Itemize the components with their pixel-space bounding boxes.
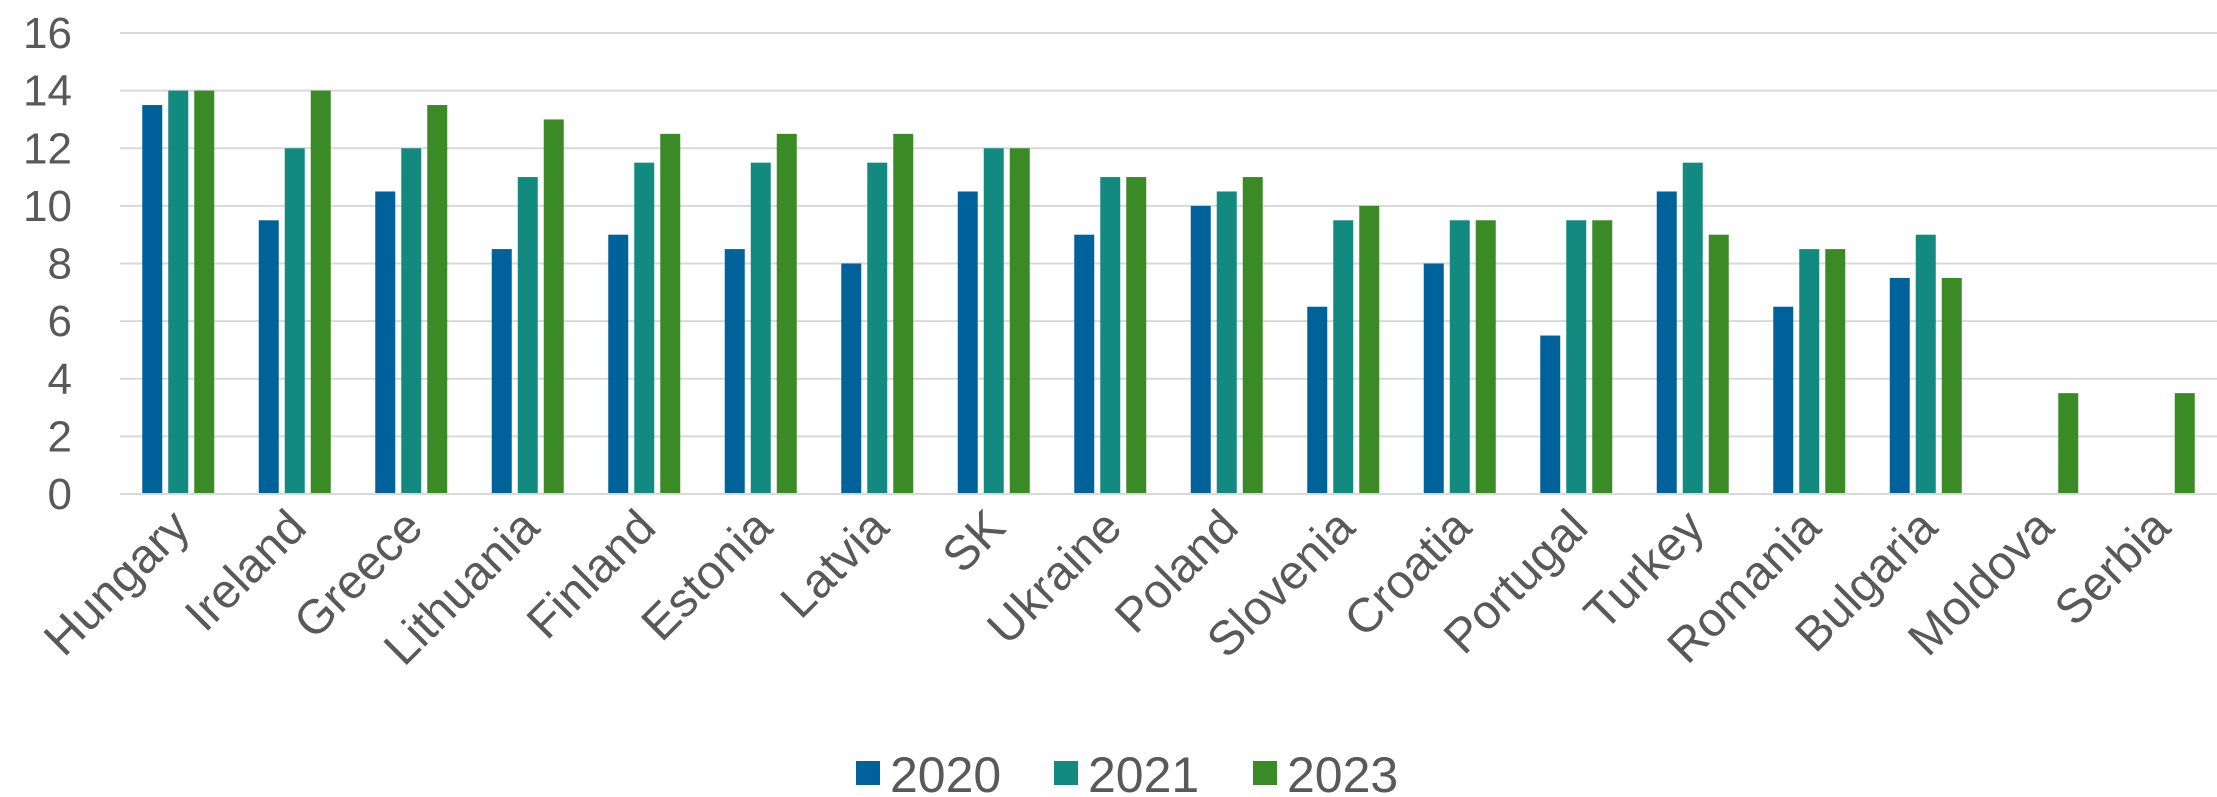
bar-2020 [375, 191, 396, 494]
bar-2023 [2174, 393, 2195, 494]
bar-2021 [284, 148, 305, 494]
bar-2020 [1423, 263, 1444, 494]
bar-2021 [168, 90, 189, 494]
y-tick-label: 4 [48, 355, 72, 404]
bar-2021 [1333, 220, 1354, 494]
x-category-label: SK [933, 500, 1016, 583]
bar-2023 [1242, 177, 1263, 494]
bar-2023 [1592, 220, 1613, 494]
bar-2023 [660, 133, 681, 494]
bar-2020 [142, 105, 163, 494]
legend-label: 2021 [1088, 747, 1199, 797]
bar-2021 [1100, 177, 1121, 494]
y-tick-label: 2 [48, 412, 72, 461]
bar-2021 [634, 162, 655, 494]
bar-2020 [1307, 306, 1328, 494]
bar-2021 [517, 177, 538, 494]
legend: 2020 2021 2023 [856, 747, 1398, 797]
bar-2020 [957, 191, 978, 494]
y-tick-label: 6 [48, 297, 72, 346]
bar-2023 [893, 133, 914, 494]
x-category-label: Estonia [632, 500, 783, 651]
y-tick-label: 0 [48, 470, 72, 519]
bar-2020 [1889, 277, 1910, 494]
y-tick-label: 16 [23, 9, 72, 58]
bar-2020 [724, 249, 745, 494]
y-tick-label: 10 [23, 182, 72, 231]
gridlines [120, 32, 2217, 438]
legend-label: 2023 [1287, 747, 1398, 797]
bar-2020 [1656, 191, 1677, 494]
bar-2020 [1773, 306, 1794, 494]
bar-2023 [194, 90, 215, 494]
bar-2020 [1074, 234, 1095, 494]
x-category-label: Serbia [2045, 500, 2181, 636]
legend-item: 2020 [856, 747, 1001, 797]
bar-2021 [1216, 191, 1237, 494]
bar-2021 [1682, 162, 1703, 494]
bar-2023 [1009, 148, 1030, 494]
bar-2023 [1708, 234, 1729, 494]
bar-2023 [776, 133, 797, 494]
bar-2023 [1359, 205, 1380, 494]
bar-2020 [608, 234, 629, 494]
legend-item: 2021 [1054, 747, 1199, 797]
bar-2023 [1941, 277, 1962, 494]
bar-2023 [310, 90, 331, 494]
x-category-label: Finland [517, 500, 666, 649]
x-category-label: Hungary [34, 500, 200, 666]
bar-2020 [258, 220, 279, 494]
bar-2021 [1566, 220, 1587, 494]
legend-swatch [1253, 761, 1277, 785]
bar-2021 [983, 148, 1004, 494]
bar-2023 [2058, 393, 2079, 494]
bar-2020 [491, 249, 512, 494]
bar-2021 [1449, 220, 1470, 494]
bar-2021 [867, 162, 888, 494]
bar-2023 [1475, 220, 1496, 494]
legend-item: 2023 [1253, 747, 1398, 797]
bar-2023 [427, 105, 448, 494]
bar-2023 [1825, 249, 1846, 494]
legend-swatch [856, 761, 880, 785]
bar-2021 [1799, 249, 1820, 494]
legend-label: 2020 [890, 747, 1001, 797]
bar-2020 [1190, 205, 1211, 494]
bar-2020 [841, 263, 862, 494]
bar-2023 [1126, 177, 1147, 494]
bar-2021 [750, 162, 771, 494]
y-axis-ticks: 0 2 4 6 8 10 12 14 16 [23, 9, 72, 519]
bar-2023 [543, 119, 564, 494]
y-tick-label: 12 [23, 124, 72, 173]
y-tick-label: 8 [48, 240, 72, 289]
x-axis-categories: HungaryIrelandGreeceLithuaniaFinlandEsto… [34, 500, 2180, 675]
x-category-label: Latvia [771, 500, 899, 628]
bars [142, 90, 2195, 494]
y-tick-label: 14 [23, 67, 72, 116]
bar-2021 [1915, 234, 1936, 494]
bar-2021 [401, 148, 422, 494]
bar-2020 [1540, 335, 1561, 494]
legend-swatch [1054, 761, 1078, 785]
